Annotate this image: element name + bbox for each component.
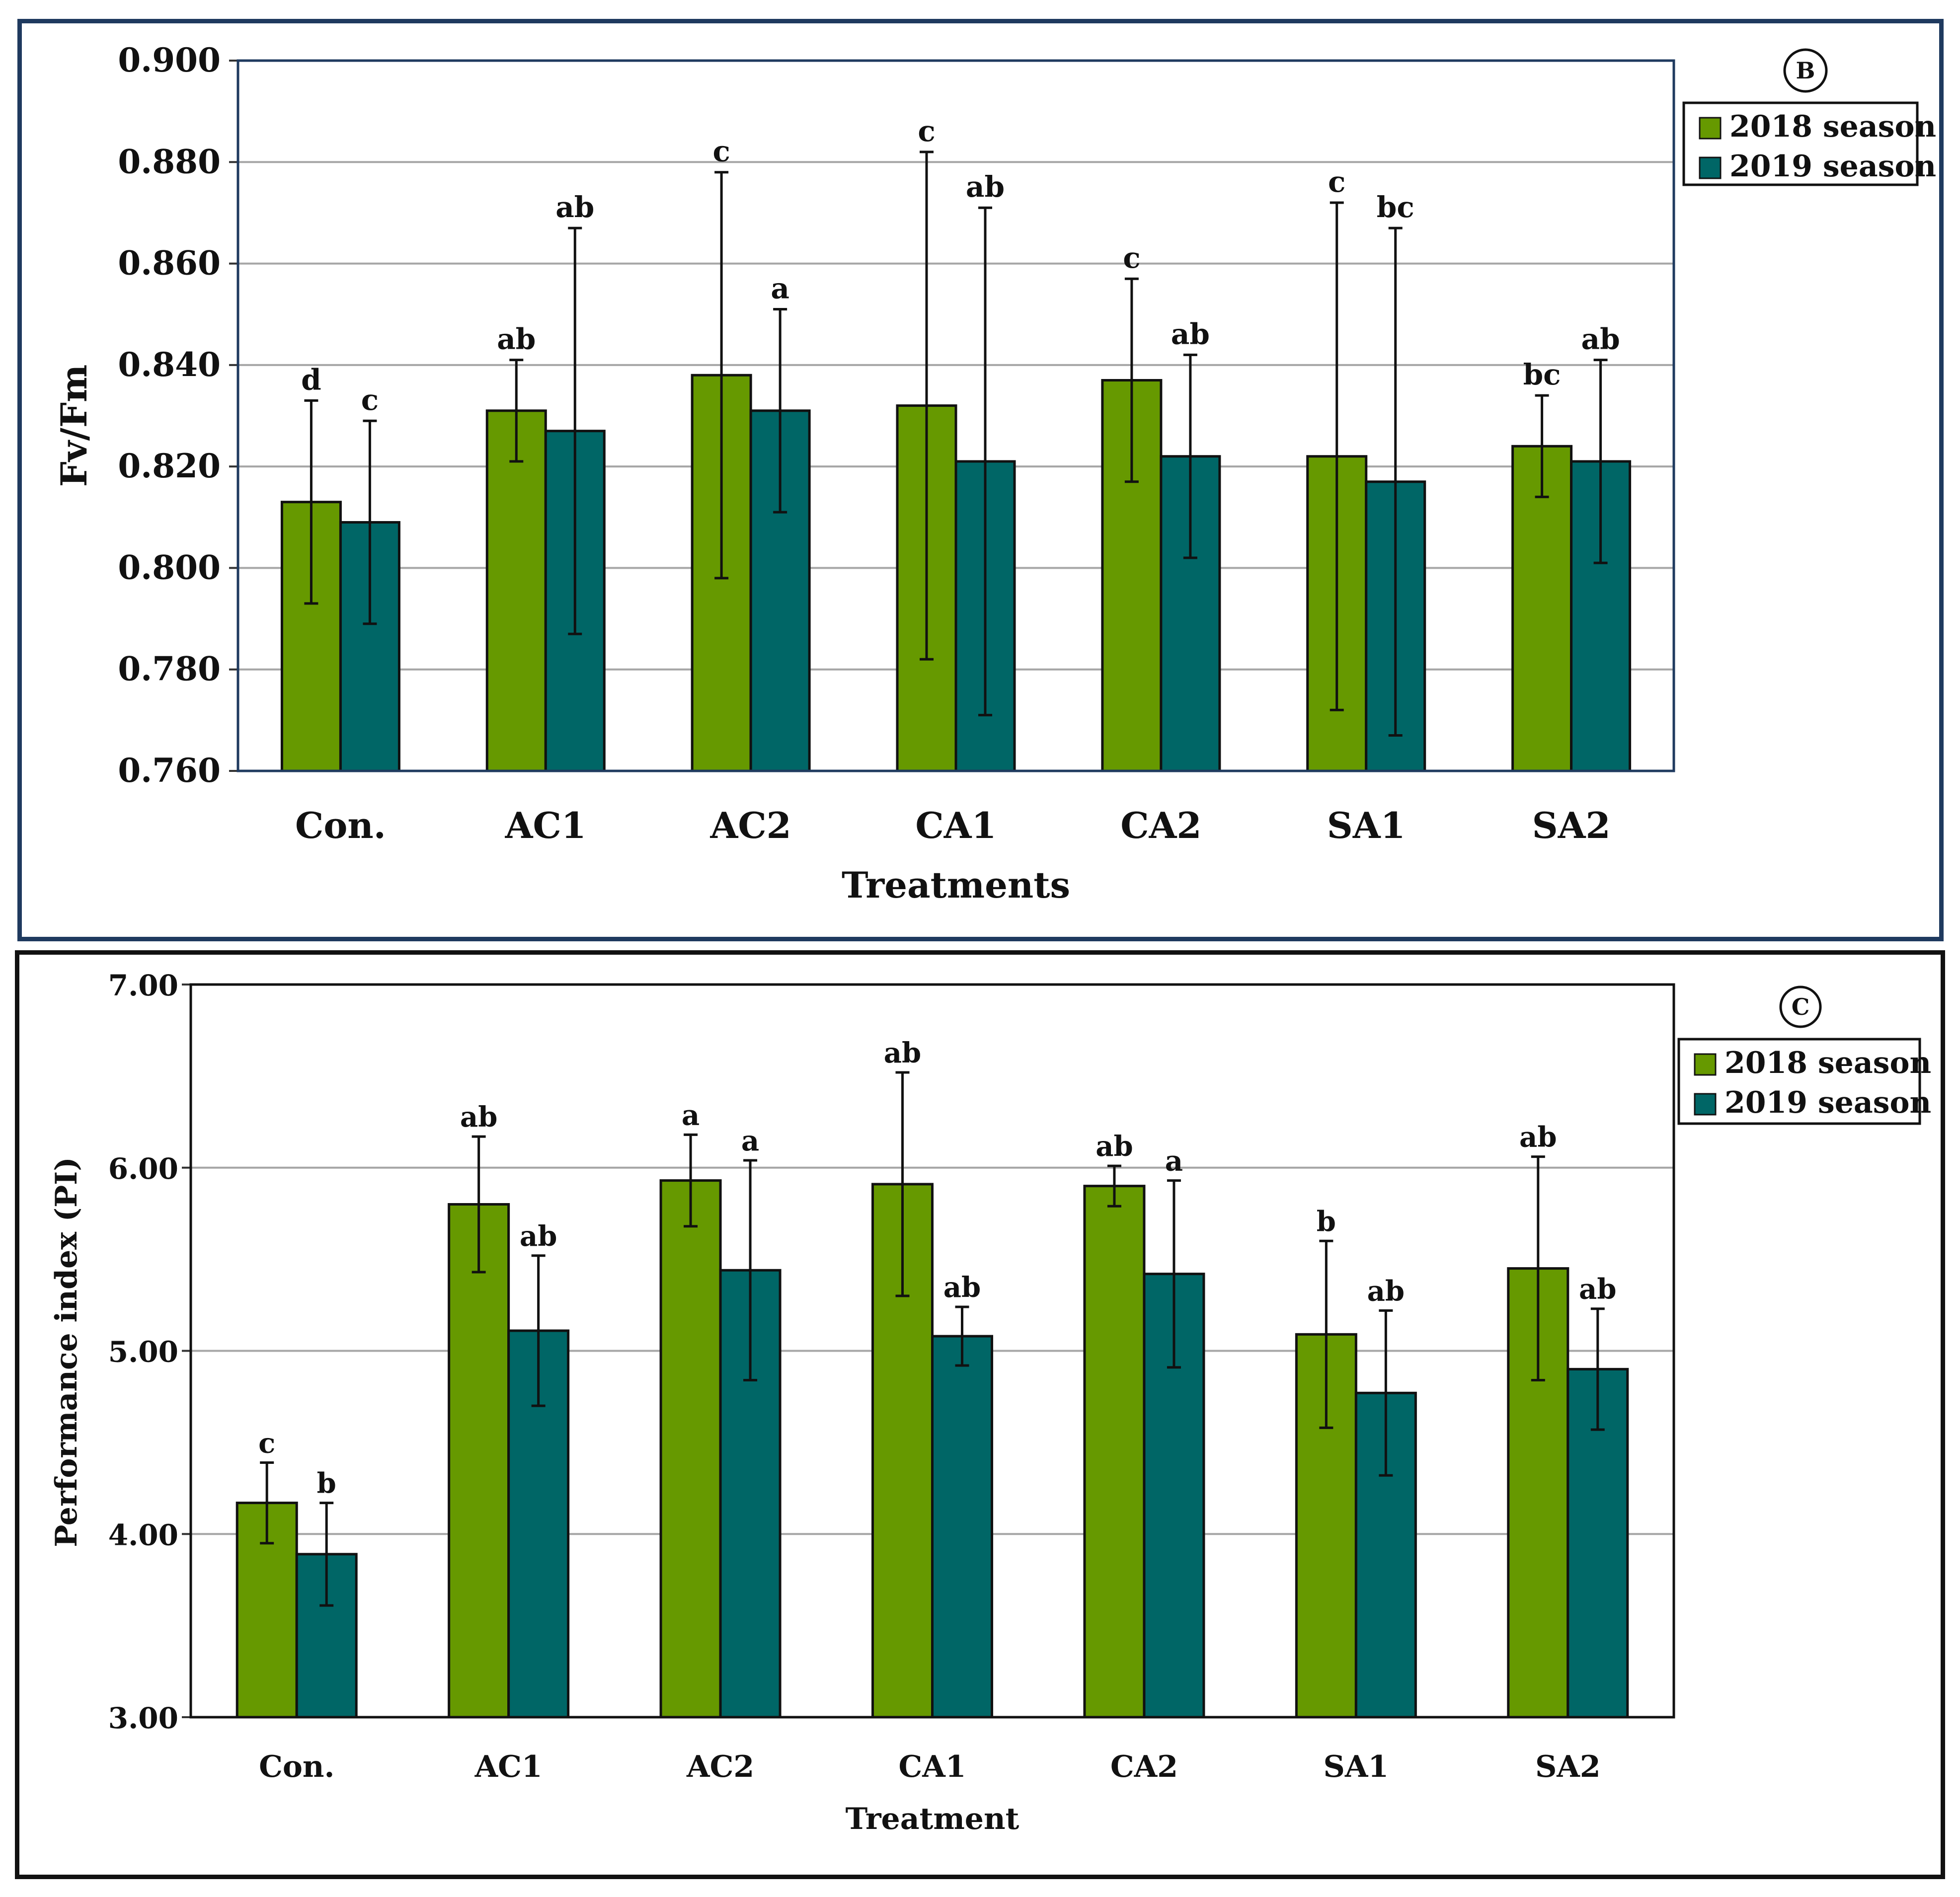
significance-letter: ab [1171,317,1210,351]
x-tick-label: SA1 [1324,1749,1389,1784]
significance-letter: ab [520,1220,557,1253]
y-tick-label: 6.00 [108,1152,178,1186]
significance-letter: a [771,272,789,305]
significance-letter: ab [943,1271,981,1304]
legend-box [1677,1038,1921,1125]
significance-letter: ab [1519,1121,1557,1154]
bar-2018 [659,1179,722,1719]
significance-letter: ab [1096,1130,1133,1163]
significance-letter: c [361,383,379,417]
x-tick-label: AC2 [710,804,791,846]
x-axis-title: Treatment [846,1802,1019,1836]
panel-label: C [1792,993,1810,1020]
y-axis-title: Performance index (PI) [49,1157,84,1547]
legend-swatch-2019 [1699,156,1722,179]
y-tick-label: 0.820 [118,447,221,485]
significance-letter: ab [884,1037,921,1069]
y-tick-label: 7.00 [108,969,178,1002]
significance-letter: ab [555,190,594,224]
y-tick-label: 3.00 [108,1701,178,1735]
x-tick-label: CA2 [1110,1749,1178,1784]
legend-label: 2019 season [1725,1085,1931,1120]
significance-letter: bc [1377,190,1414,224]
legend-box [1682,101,1919,186]
bar-2019 [339,521,400,772]
significance-letter: c [712,135,730,168]
x-tick-label: SA1 [1327,804,1406,846]
plot-area-frame [189,983,1675,1719]
panel-label-circle [1779,986,1822,1028]
x-tick-label: CA2 [1120,804,1201,846]
significance-letter: ab [1581,322,1620,356]
panel-b-fvfm-chart: 0.760 0.780 0.800 0.820 0.840 0.860 0.880 0.900… [17,19,1944,941]
y-tick-label: 4.00 [108,1518,178,1552]
x-tick-label: CA1 [898,1749,966,1784]
significance-letter: c [258,1427,275,1459]
bar-2018 [448,1203,510,1719]
significance-letter: c [918,114,935,148]
y-tick-label: 0.860 [118,244,221,283]
significance-letter: d [301,363,321,396]
x-tick-label: Con. [259,1749,334,1784]
significance-letter: ab [460,1101,497,1134]
x-axis-title: Treatments [842,864,1070,906]
y-tick-label: 0.900 [118,41,221,79]
bar-2019 [931,1335,993,1719]
significance-letter: b [1317,1205,1336,1238]
panel-label: B [1796,57,1815,84]
significance-letter: c [1328,165,1345,199]
significance-letter: b [317,1467,336,1500]
legend-label: 2018 season [1729,109,1936,144]
panel-label-circle [1783,48,1828,93]
panel-c-performance-index-chart: 3.00 4.00 5.00 6.00 7.00 c b Con. ab ab AC1 a a AC2 ab… [15,950,1945,1879]
significance-letter: ab [1367,1275,1405,1307]
x-tick-label: CA1 [915,804,996,846]
x-tick-label: SA2 [1532,804,1611,846]
significance-letter: ab [966,170,1005,204]
legend-swatch-2018 [1699,117,1722,140]
y-tick-label: 5.00 [108,1335,178,1369]
y-tick-label: 0.840 [118,345,221,384]
x-tick-label: AC1 [474,1749,543,1784]
bar-2018 [1083,1185,1146,1719]
x-tick-label: AC1 [505,804,586,846]
significance-letter: a [682,1099,700,1132]
significance-letter: c [1123,241,1140,275]
bar-2018 [485,409,547,772]
legend-swatch-2019 [1694,1093,1717,1116]
significance-letter: ab [1579,1273,1616,1306]
significance-letter: a [1165,1145,1183,1178]
fvfm-chart-svg: 0.760 0.780 0.800 0.820 0.840 0.860 0.880 0.900… [53,41,1936,906]
y-tick-label: 0.800 [118,548,221,587]
x-tick-label: Con. [295,804,386,846]
significance-letter: ab [497,322,536,356]
significance-letter: a [741,1125,759,1157]
performance-index-chart-svg: 3.004.005.006.007.00cbCon.ababAC1aaAC2ab… [49,969,1931,1836]
significance-letter: bc [1523,358,1561,391]
y-tick-label: 0.760 [118,751,221,790]
y-tick-label: 0.780 [118,650,221,688]
legend-swatch-2018 [1694,1053,1717,1076]
legend-label: 2018 season [1725,1046,1931,1080]
x-tick-label: AC2 [686,1749,754,1784]
plot-area-frame [236,59,1675,772]
y-axis-title: Fv/Fm [53,365,95,487]
x-tick-label: SA2 [1535,1749,1601,1784]
y-tick-label: 0.880 [118,142,221,181]
legend-label: 2019 season [1729,149,1936,184]
